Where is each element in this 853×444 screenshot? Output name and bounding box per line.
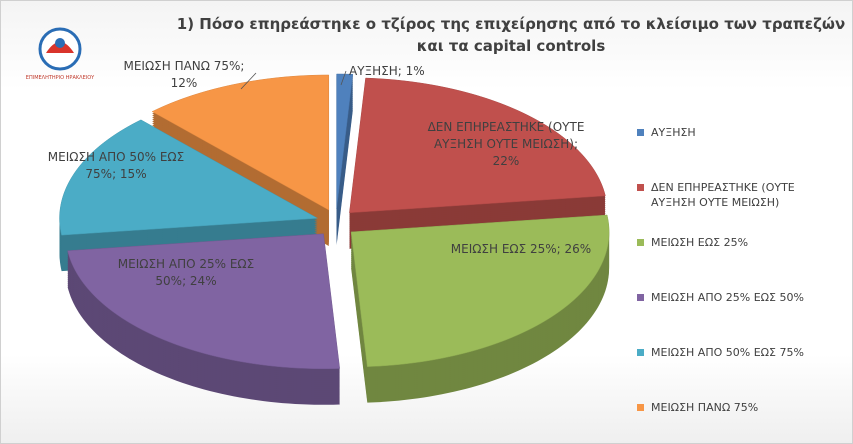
- legend-entry: ΜΕΙΩΣΗ ΑΠΟ 50% ΕΩΣ 75%: [637, 345, 841, 360]
- leader-line: [240, 72, 257, 90]
- legend-swatch: [637, 294, 644, 301]
- leader-line: [340, 70, 347, 86]
- legend-entry: ΔΕΝ ΕΠΗΡΕΑΣΤΗΚΕ (ΟΥΤΕ ΑΥΞΗΣΗ ΟΥΤΕ ΜΕΙΩΣΗ…: [637, 180, 841, 210]
- logo-icon: [38, 27, 82, 71]
- pie-slice: [349, 77, 606, 214]
- legend-label: ΑΥΞΗΣΗ: [651, 126, 696, 139]
- legend-swatch: [637, 239, 644, 246]
- legend-swatch: [637, 404, 644, 411]
- pie-slice: [67, 233, 340, 370]
- legend-label: ΜΕΙΩΣΗ ΠΑΝΩ 75%: [651, 401, 759, 414]
- legend-entry: ΑΥΞΗΣΗ: [637, 125, 841, 140]
- legend-label: ΜΕΙΩΣΗ ΑΠΟ 50% ΕΩΣ 75%: [651, 346, 804, 359]
- data-label: ΜΕΙΩΣΗ ΠΑΝΩ 75%; 12%: [123, 59, 245, 90]
- pie-slice: [350, 214, 610, 367]
- pie-slice: [336, 73, 354, 210]
- logo-text: ΕΠΙΜΕΛΗΤΗΡΙΟ ΗΡΑΚΛΕΙΟΥ: [25, 75, 95, 81]
- legend-label: ΜΕΙΩΣΗ ΕΩΣ 25%: [651, 236, 749, 249]
- pie-slice: [151, 74, 330, 211]
- pie-slice: [59, 119, 319, 236]
- legend-entry: ΜΕΙΩΣΗ ΕΩΣ 25%: [637, 235, 841, 250]
- chart-title: 1) Πόσο επηρεάστηκε ο τζίρος της επιχείρ…: [176, 15, 846, 55]
- legend-label: ΔΕΝ ΕΠΗΡΕΑΣΤΗΚΕ (ΟΥΤΕ ΑΥΞΗΣΗ ΟΥΤΕ ΜΕΙΩΣΗ…: [651, 181, 795, 209]
- data-label: ΜΕΙΩΣΗ ΑΠΟ 25% ΕΩΣ 50%; 24%: [117, 257, 255, 288]
- data-label: ΜΕΙΩΣΗ ΑΠΟ 50% ΕΩΣ 75%; 15%: [47, 150, 185, 181]
- legend-label: ΜΕΙΩΣΗ ΑΠΟ 25% ΕΩΣ 50%: [651, 291, 804, 304]
- legend-swatch: [637, 349, 644, 356]
- legend-entry: ΜΕΙΩΣΗ ΠΑΝΩ 75%: [637, 400, 841, 415]
- data-label: ΜΕΙΩΣΗ ΕΩΣ 25%; 26%: [450, 242, 592, 256]
- legend-swatch: [637, 129, 644, 136]
- legend-swatch: [637, 184, 644, 191]
- legend-entry: ΜΕΙΩΣΗ ΑΠΟ 25% ΕΩΣ 50%: [637, 290, 841, 305]
- data-label: ΑΥΞΗΣΗ; 1%: [349, 64, 425, 78]
- data-label: ΔΕΝ ΕΠΗΡΕΑΣΤΗΚΕ (ΟΥΤΕ ΑΥΞΗΣΗ ΟΥΤΕ ΜΕΙΩΣΗ…: [427, 120, 585, 168]
